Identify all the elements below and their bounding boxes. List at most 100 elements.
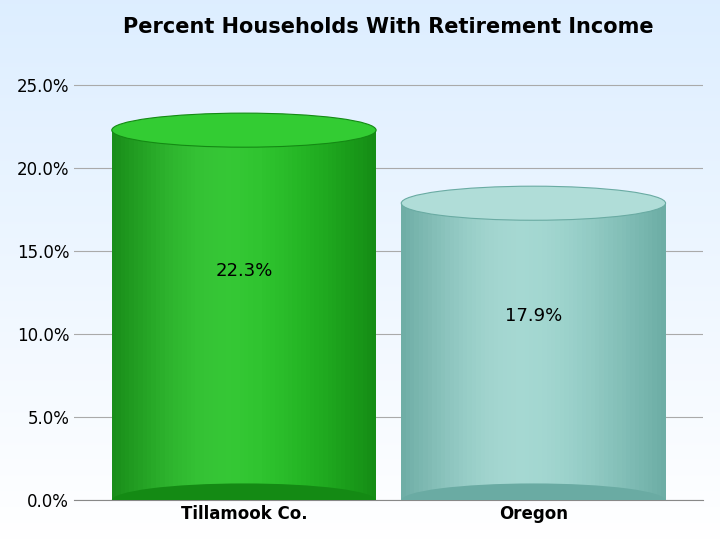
Polygon shape [401,203,405,501]
Polygon shape [217,130,222,501]
Ellipse shape [401,186,665,220]
Polygon shape [586,203,590,501]
Polygon shape [521,203,525,501]
Polygon shape [454,203,459,501]
Polygon shape [546,203,551,501]
Polygon shape [608,203,613,501]
Polygon shape [130,130,134,501]
Polygon shape [498,203,503,501]
Polygon shape [441,203,445,501]
Ellipse shape [401,483,665,517]
Polygon shape [350,130,354,501]
Polygon shape [494,203,498,501]
Polygon shape [511,203,516,501]
Polygon shape [292,130,297,501]
Polygon shape [463,203,467,501]
Polygon shape [134,130,138,501]
Polygon shape [652,203,657,501]
Title: Percent Households With Retirement Income: Percent Households With Retirement Incom… [123,17,654,37]
Polygon shape [354,130,359,501]
Polygon shape [125,130,130,501]
Polygon shape [445,203,450,501]
Polygon shape [569,203,573,501]
Polygon shape [534,203,538,501]
Polygon shape [617,203,621,501]
Polygon shape [436,203,441,501]
Polygon shape [116,130,120,501]
Polygon shape [630,203,635,501]
Polygon shape [235,130,240,501]
Polygon shape [143,130,147,501]
Polygon shape [367,130,372,501]
Polygon shape [551,203,555,501]
Polygon shape [213,130,217,501]
Polygon shape [226,130,230,501]
Polygon shape [573,203,577,501]
Polygon shape [657,203,661,501]
Polygon shape [332,130,336,501]
Polygon shape [248,130,253,501]
Polygon shape [271,130,275,501]
Polygon shape [415,203,419,501]
Polygon shape [604,203,608,501]
Polygon shape [261,130,266,501]
Polygon shape [577,203,582,501]
Polygon shape [161,130,165,501]
Polygon shape [328,130,332,501]
Polygon shape [120,130,125,501]
Polygon shape [621,203,626,501]
Polygon shape [305,130,310,501]
Polygon shape [542,203,546,501]
Polygon shape [432,203,436,501]
Polygon shape [178,130,182,501]
Text: 17.9%: 17.9% [505,307,562,325]
Polygon shape [169,130,174,501]
Polygon shape [336,130,341,501]
Polygon shape [112,130,116,501]
Ellipse shape [112,113,376,147]
Polygon shape [346,130,350,501]
Polygon shape [525,203,529,501]
Polygon shape [555,203,560,501]
Polygon shape [204,130,209,501]
Polygon shape [200,130,204,501]
Polygon shape [648,203,652,501]
Polygon shape [147,130,151,501]
Polygon shape [490,203,494,501]
Polygon shape [191,130,196,501]
Polygon shape [284,130,288,501]
Polygon shape [472,203,476,501]
Polygon shape [323,130,328,501]
Polygon shape [288,130,292,501]
Polygon shape [613,203,617,501]
Polygon shape [315,130,319,501]
Polygon shape [182,130,186,501]
Polygon shape [230,130,235,501]
Polygon shape [428,203,432,501]
Polygon shape [410,203,415,501]
Polygon shape [516,203,521,501]
Polygon shape [423,203,428,501]
Polygon shape [419,203,423,501]
Polygon shape [626,203,630,501]
Polygon shape [240,130,244,501]
Polygon shape [297,130,301,501]
Polygon shape [209,130,213,501]
Polygon shape [244,130,248,501]
Polygon shape [266,130,271,501]
Polygon shape [476,203,480,501]
Polygon shape [301,130,305,501]
Polygon shape [538,203,542,501]
Ellipse shape [112,483,376,517]
Polygon shape [507,203,511,501]
Polygon shape [595,203,600,501]
Polygon shape [310,130,315,501]
Polygon shape [253,130,257,501]
Polygon shape [341,130,346,501]
Polygon shape [165,130,169,501]
Polygon shape [639,203,644,501]
Polygon shape [564,203,569,501]
Polygon shape [503,203,507,501]
Text: 22.3%: 22.3% [215,262,273,280]
Polygon shape [363,130,367,501]
